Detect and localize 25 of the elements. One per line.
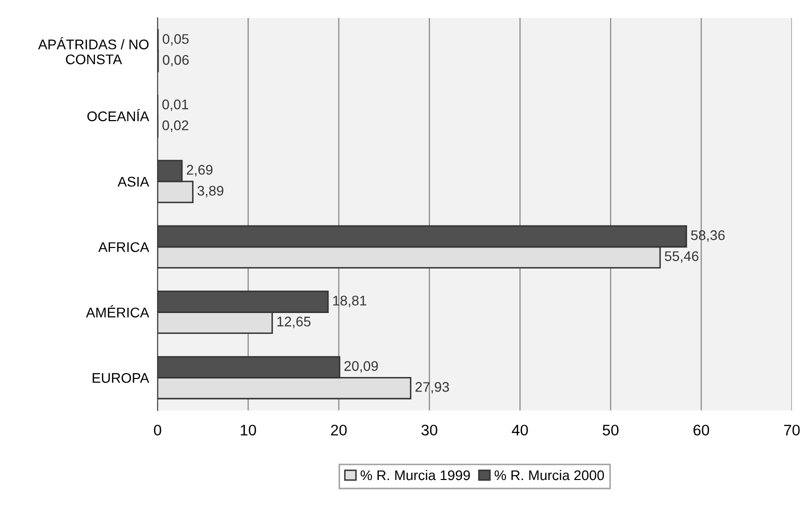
y-tick-label: APÁTRIDAS / NO CONSTA <box>38 37 149 64</box>
data-label: 0,06 <box>162 55 189 66</box>
y-tick-label: EUROPA <box>92 373 150 383</box>
x-tick-label: 50 <box>602 424 619 436</box>
x-tick-label: 20 <box>331 424 347 436</box>
legend-label: % R. Murcia 1999 <box>360 470 470 480</box>
data-label: 3,89 <box>198 186 224 198</box>
data-label: 2,69 <box>186 164 212 176</box>
x-tick-label: 70 <box>784 424 800 436</box>
y-tick-label: AMÉRICA <box>86 305 150 318</box>
data-label: 0,01 <box>162 99 188 111</box>
data-label: 0,02 <box>162 120 188 132</box>
data-label: 55,46 <box>664 251 698 263</box>
data-label: 0,05 <box>162 34 189 46</box>
y-tick-label: ASIA <box>118 176 150 187</box>
x-tick-label: 60 <box>694 424 710 436</box>
y-tick-label: AFRICA <box>98 242 150 252</box>
x-tick-label: 10 <box>240 424 256 436</box>
data-label: 12,65 <box>277 316 311 328</box>
x-tick-label: 0 <box>154 424 162 436</box>
y-tick-label: OCEANÍA <box>87 109 150 122</box>
legend-label: % R. Murcia 2000 <box>494 470 604 480</box>
data-label: 20,09 <box>344 361 378 373</box>
x-tick-label: 30 <box>421 424 438 436</box>
x-tick-label: 40 <box>512 424 528 436</box>
